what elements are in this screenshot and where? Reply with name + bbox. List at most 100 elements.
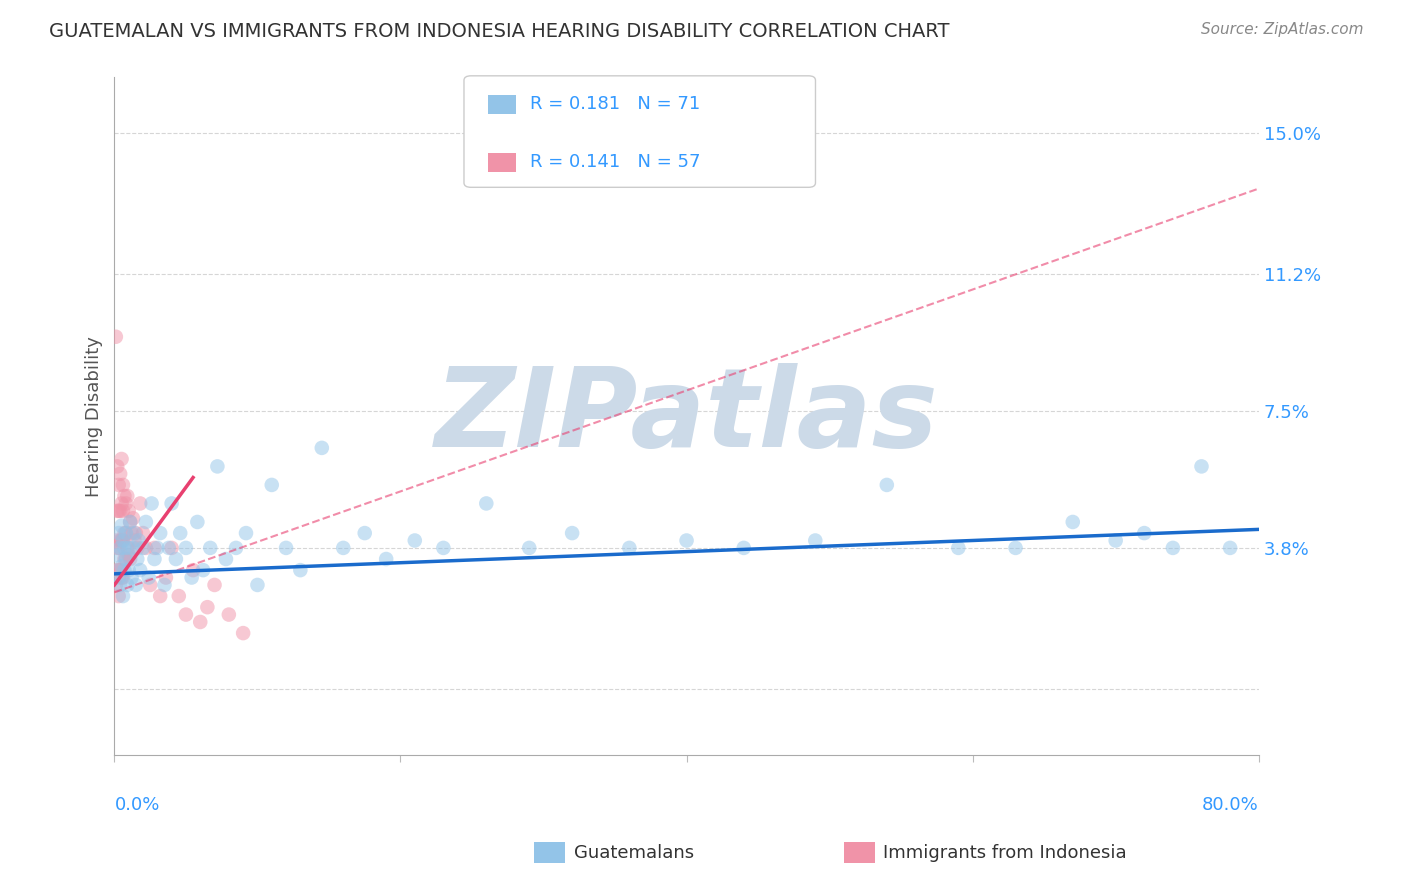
Point: [174, 607, 197, 622]
Point: [274, 541, 297, 555]
Point: [207, 459, 229, 474]
Point: [215, 552, 238, 566]
Point: [111, 533, 134, 548]
Point: [235, 526, 257, 541]
Point: [475, 496, 498, 510]
Point: [104, 578, 127, 592]
Text: R = 0.181   N = 71: R = 0.181 N = 71: [530, 95, 700, 113]
Text: 80.0%: 80.0%: [1202, 796, 1258, 814]
Point: [204, 578, 226, 592]
Point: [1191, 459, 1213, 474]
Point: [112, 541, 135, 555]
Point: [200, 541, 222, 555]
Point: [876, 478, 898, 492]
Point: [160, 496, 183, 510]
Point: [128, 533, 150, 548]
Point: [149, 526, 172, 541]
Point: [105, 563, 128, 577]
Point: [107, 526, 129, 541]
Point: [115, 526, 138, 541]
Point: [948, 541, 970, 555]
Point: [167, 589, 190, 603]
Point: [218, 607, 240, 622]
Point: [432, 541, 454, 555]
Point: [149, 589, 172, 603]
Point: [110, 559, 132, 574]
Point: [138, 570, 160, 584]
Text: 0.0%: 0.0%: [114, 796, 160, 814]
Point: [804, 533, 827, 548]
Point: [135, 515, 157, 529]
Point: [108, 504, 131, 518]
Point: [105, 459, 128, 474]
Point: [1105, 533, 1128, 548]
Point: [110, 518, 132, 533]
Point: [105, 504, 128, 518]
Point: [311, 441, 333, 455]
Point: [111, 589, 134, 603]
Text: ZIPatlas: ZIPatlas: [434, 363, 938, 470]
Point: [1219, 541, 1241, 555]
Point: [110, 452, 132, 467]
Point: [111, 533, 134, 548]
Point: [143, 541, 166, 555]
Point: [121, 570, 143, 584]
Point: [186, 515, 208, 529]
Point: [104, 330, 127, 344]
Point: [517, 541, 540, 555]
Point: [115, 526, 138, 541]
Point: [108, 578, 131, 592]
Point: [112, 552, 135, 566]
Point: [153, 578, 176, 592]
Point: [108, 533, 131, 548]
Point: [115, 496, 138, 510]
Point: [675, 533, 697, 548]
Point: [146, 541, 169, 555]
Point: [141, 496, 163, 510]
Point: [107, 570, 129, 584]
Point: [121, 526, 143, 541]
Point: [111, 570, 134, 584]
Point: [561, 526, 583, 541]
Point: [1062, 515, 1084, 529]
Point: [107, 504, 129, 518]
Point: [169, 526, 191, 541]
Text: Source: ZipAtlas.com: Source: ZipAtlas.com: [1201, 22, 1364, 37]
Point: [120, 552, 142, 566]
Point: [143, 552, 166, 566]
Point: [127, 541, 149, 555]
Point: [124, 533, 146, 548]
Point: [115, 552, 138, 566]
Point: [118, 563, 141, 577]
Point: [107, 589, 129, 603]
Point: [188, 615, 211, 629]
Point: [129, 563, 152, 577]
Point: [110, 533, 132, 548]
Point: [105, 549, 128, 563]
Point: [117, 578, 139, 592]
Point: [117, 541, 139, 555]
Point: [112, 489, 135, 503]
Point: [118, 541, 141, 555]
Point: [127, 552, 149, 566]
Point: [111, 478, 134, 492]
Point: [112, 563, 135, 577]
Point: [111, 504, 134, 518]
Point: [733, 541, 755, 555]
Point: [246, 578, 269, 592]
Point: [115, 552, 138, 566]
Point: [135, 541, 157, 555]
Point: [375, 552, 398, 566]
Point: [139, 578, 162, 592]
Point: [118, 504, 141, 518]
Point: [120, 515, 142, 529]
Point: [260, 478, 283, 492]
Y-axis label: Hearing Disability: Hearing Disability: [86, 336, 103, 497]
Point: [108, 563, 131, 577]
Point: [197, 600, 219, 615]
Point: [232, 626, 254, 640]
Text: R = 0.141   N = 57: R = 0.141 N = 57: [530, 153, 700, 171]
Point: [117, 489, 139, 503]
Point: [157, 541, 180, 555]
Point: [129, 496, 152, 510]
